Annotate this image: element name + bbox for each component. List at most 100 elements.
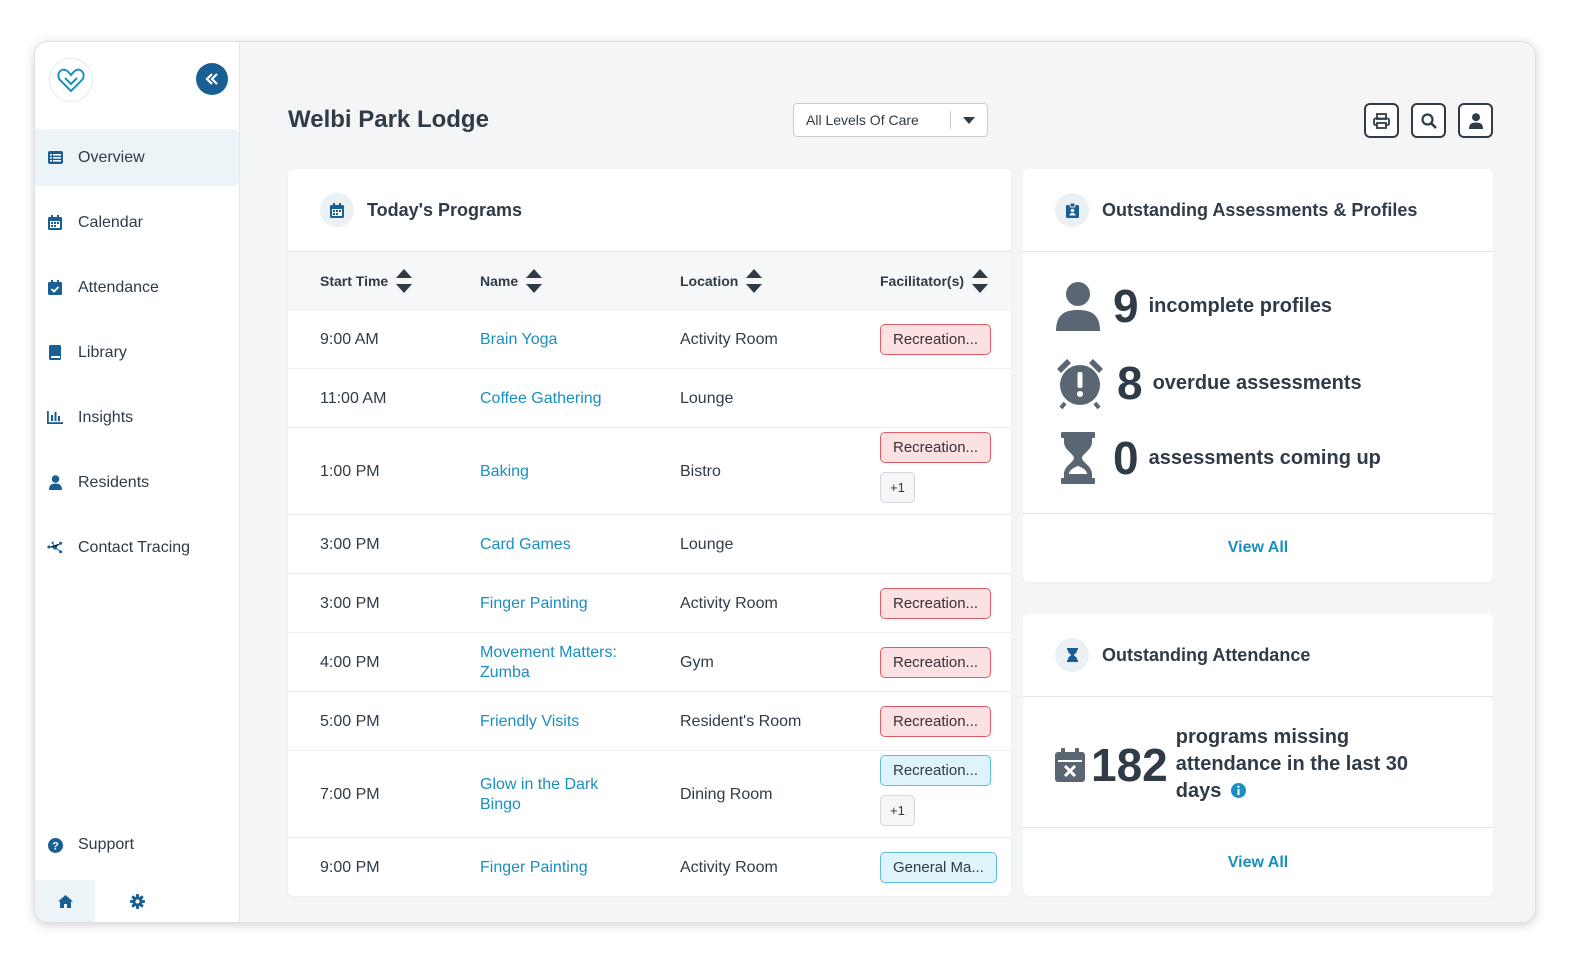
location: Resident's Room xyxy=(680,712,802,730)
start-time: 11:00 AM xyxy=(320,389,387,407)
sidebar-item-label: Contact Tracing xyxy=(78,538,191,556)
divider xyxy=(1023,827,1493,828)
sidebar-item-insights[interactable]: Insights xyxy=(35,389,239,446)
sidebar-nav: Overview Calendar Attendance Library xyxy=(35,129,239,584)
facilitator-badge[interactable]: Recreation... xyxy=(880,588,992,619)
calendar-check-icon xyxy=(47,280,63,296)
more-facilitators-badge[interactable]: +1 xyxy=(880,472,915,503)
column-start-time[interactable]: Start Time xyxy=(320,268,413,293)
sidebar-item-label: Overview xyxy=(78,148,145,166)
sidebar-bottom-tabs xyxy=(35,880,239,922)
location: Lounge xyxy=(680,535,734,553)
view-all-attendance-link[interactable]: View All xyxy=(1227,854,1289,871)
facilitator-badge[interactable]: Recreation... xyxy=(880,647,992,678)
program-name-link[interactable]: Card Games xyxy=(480,535,571,553)
location: Activity Room xyxy=(680,594,778,612)
help-icon: ? xyxy=(47,837,63,853)
table-row[interactable]: 1:00 PM Baking Bistro Recreation... +1 xyxy=(288,428,1011,515)
overdue-assessments-stat[interactable]: 8 overdue assessments xyxy=(1055,356,1362,410)
facilitator-badge[interactable]: Recreation... xyxy=(880,706,992,737)
table-row[interactable]: 4:00 PM Movement Matters: Zumba Gym Recr… xyxy=(288,633,1011,692)
alarm-clock-icon xyxy=(1057,359,1103,409)
column-label: Name xyxy=(480,272,519,289)
sidebar-item-label: Attendance xyxy=(78,278,159,296)
care-level-select[interactable]: All Levels Of Care xyxy=(793,103,988,137)
program-name-link[interactable]: Glow in the Dark Bingo xyxy=(480,775,599,813)
table-row[interactable]: 9:00 PM Finger Painting Activity Room Ge… xyxy=(288,838,1011,896)
sidebar-item-contact-tracing[interactable]: Contact Tracing xyxy=(35,519,239,576)
program-name-link[interactable]: Baking xyxy=(480,462,529,480)
caret-down-icon xyxy=(951,116,987,124)
column-name[interactable]: Name xyxy=(480,268,543,293)
sidebar-item-calendar[interactable]: Calendar xyxy=(35,194,239,251)
start-time: 1:00 PM xyxy=(320,462,380,480)
missing-attendance-stat[interactable]: 182 programs missing attendance in the l… xyxy=(1055,724,1426,805)
settings-tab[interactable] xyxy=(107,880,167,922)
list-icon xyxy=(47,150,63,166)
calendar-x-icon xyxy=(1055,747,1085,782)
start-time: 5:00 PM xyxy=(320,712,380,730)
sidebar-item-library[interactable]: Library xyxy=(35,324,239,381)
stat-label: programs missing attendance in the last … xyxy=(1175,726,1409,802)
sidebar-item-label: Library xyxy=(78,343,127,361)
person-icon xyxy=(1056,282,1100,331)
table-row[interactable]: 9:00 AM Brain Yoga Activity Room Recreat… xyxy=(288,310,1011,369)
program-name-link[interactable]: Brain Yoga xyxy=(480,330,558,348)
sidebar-item-overview[interactable]: Overview xyxy=(35,129,239,186)
facilitator-badge[interactable]: Recreation... xyxy=(880,324,992,355)
card-header: Outstanding Assessments & Profiles xyxy=(1023,169,1493,252)
clipboard-icon xyxy=(1055,193,1089,227)
location: Gym xyxy=(680,653,714,671)
program-name-link[interactable]: Movement Matters: Zumba xyxy=(480,643,617,681)
table-row[interactable]: 11:00 AM Coffee Gathering Lounge xyxy=(288,369,1011,428)
more-facilitators-badge[interactable]: +1 xyxy=(880,795,915,826)
outstanding-assessments-card: Outstanding Assessments & Profiles 9 inc… xyxy=(1023,169,1493,582)
stat-number: 9 xyxy=(1113,280,1139,332)
table-row[interactable]: 3:00 PM Finger Painting Activity Room Re… xyxy=(288,574,1011,633)
table-row[interactable]: 3:00 PM Card Games Lounge xyxy=(288,515,1011,574)
sidebar-item-label: Insights xyxy=(78,408,134,426)
facilitator-badge[interactable]: Recreation... xyxy=(880,755,992,786)
card-title: Today's Programs xyxy=(367,199,522,220)
sidebar: Overview Calendar Attendance Library xyxy=(35,42,240,922)
book-icon xyxy=(47,345,63,361)
program-name-link[interactable]: Finger Painting xyxy=(480,594,588,612)
program-name-link[interactable]: Friendly Visits xyxy=(480,712,580,730)
search-button[interactable] xyxy=(1411,103,1446,138)
calendar-icon xyxy=(47,215,63,231)
start-time: 9:00 AM xyxy=(320,330,379,348)
program-name-link[interactable]: Coffee Gathering xyxy=(480,389,602,407)
hourglass-icon xyxy=(1061,432,1095,484)
todays-programs-card: Today's Programs Start Time Name Locatio… xyxy=(288,169,1011,896)
facilitator-badge[interactable]: General Ma... xyxy=(880,852,997,883)
incomplete-profiles-stat[interactable]: 9 incomplete profiles xyxy=(1055,279,1332,333)
table-row[interactable]: 5:00 PM Friendly Visits Resident's Room … xyxy=(288,692,1011,751)
calendar-icon xyxy=(320,193,354,227)
user-icon xyxy=(1468,112,1483,129)
info-icon[interactable] xyxy=(1230,783,1246,798)
view-all-assessments-link[interactable]: View All xyxy=(1227,539,1289,556)
welbi-logo[interactable] xyxy=(49,58,93,102)
care-level-value: All Levels Of Care xyxy=(806,112,919,128)
home-tab[interactable] xyxy=(35,880,95,922)
card-header: Outstanding Attendance xyxy=(1023,614,1493,697)
column-facilitators[interactable]: Facilitator(s) xyxy=(880,268,989,293)
sidebar-item-support[interactable]: ? Support xyxy=(47,832,134,858)
location: Bistro xyxy=(680,462,721,480)
stat-label: incomplete profiles xyxy=(1148,294,1332,317)
assessments-coming-up-stat[interactable]: 0 assessments coming up xyxy=(1055,431,1381,485)
sort-icon xyxy=(972,268,989,293)
profile-button[interactable] xyxy=(1458,103,1493,138)
sidebar-item-residents[interactable]: Residents xyxy=(35,454,239,511)
column-location[interactable]: Location xyxy=(680,268,763,293)
column-label: Facilitator(s) xyxy=(880,272,965,289)
programs-table-body: 9:00 AM Brain Yoga Activity Room Recreat… xyxy=(288,310,1011,896)
table-row[interactable]: 7:00 PM Glow in the Dark Bingo Dining Ro… xyxy=(288,751,1011,838)
print-button[interactable] xyxy=(1364,103,1399,138)
collapse-sidebar-button[interactable] xyxy=(196,63,228,95)
program-name-link[interactable]: Finger Painting xyxy=(480,858,588,876)
facilitator-badge[interactable]: Recreation... xyxy=(880,432,992,463)
double-chevron-left-icon xyxy=(205,73,218,85)
sidebar-item-attendance[interactable]: Attendance xyxy=(35,259,239,316)
location: Dining Room xyxy=(680,785,773,803)
